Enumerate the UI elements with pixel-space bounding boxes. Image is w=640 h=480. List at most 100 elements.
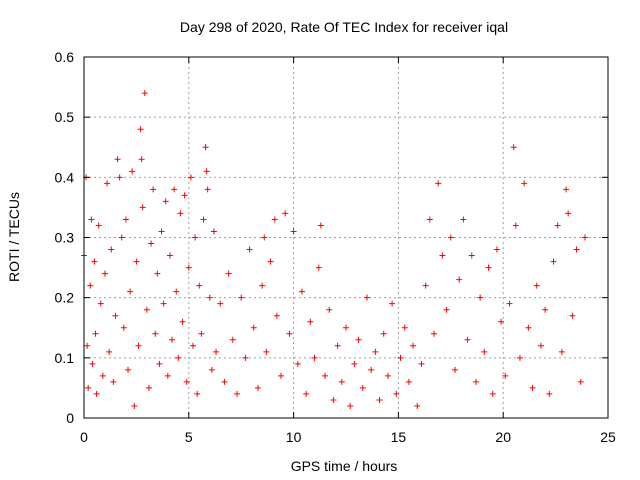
data-point — [451, 366, 458, 373]
data-point — [139, 204, 146, 211]
data-point — [120, 324, 127, 331]
x-tick-label: 25 — [600, 429, 616, 445]
data-point — [129, 168, 136, 175]
data-point — [112, 312, 119, 319]
data-point — [426, 216, 433, 223]
data-point — [189, 342, 196, 349]
data-point — [116, 174, 123, 181]
data-point — [154, 270, 161, 277]
tick-labels: 0 5 10 15 20 25 0 0.1 0.2 0.3 0.4 0.5 0.6 — [55, 49, 616, 445]
data-point — [261, 234, 268, 241]
data-point — [347, 402, 354, 409]
data-point — [498, 318, 505, 325]
data-point — [156, 360, 163, 367]
data-point — [569, 312, 576, 319]
x-tick-label: 15 — [391, 429, 407, 445]
data-point — [359, 384, 366, 391]
data-point — [181, 192, 188, 199]
data-point — [533, 282, 540, 289]
data-point — [206, 294, 213, 301]
data-point — [152, 330, 159, 337]
data-point — [93, 390, 100, 397]
x-tick-label: 20 — [495, 429, 511, 445]
data-point — [196, 282, 203, 289]
data-point — [322, 372, 329, 379]
data-point — [198, 330, 205, 337]
data-point — [581, 234, 588, 241]
x-tick-label: 0 — [80, 429, 88, 445]
data-point — [169, 336, 176, 343]
data-point — [384, 372, 391, 379]
data-point — [410, 342, 417, 349]
data-point — [338, 378, 345, 385]
x-tick-label: 5 — [185, 429, 193, 445]
data-point — [278, 372, 285, 379]
data-point — [185, 264, 192, 271]
data-point — [145, 384, 152, 391]
data-point — [202, 144, 209, 151]
axis-ticks — [83, 56, 609, 419]
data-point — [187, 174, 194, 181]
data-point — [127, 288, 134, 295]
data-point — [317, 222, 324, 229]
data-point — [95, 222, 102, 229]
data-point — [464, 336, 471, 343]
data-point — [234, 390, 241, 397]
data-point — [179, 318, 186, 325]
data-point — [162, 198, 169, 205]
data-point — [418, 360, 425, 367]
y-tick-label: 0.4 — [55, 169, 75, 185]
data-point — [148, 240, 155, 247]
data-point — [238, 294, 245, 301]
data-point — [91, 258, 98, 265]
data-point — [376, 396, 383, 403]
data-point — [334, 342, 341, 349]
data-point — [106, 348, 113, 355]
data-point — [422, 282, 429, 289]
data-point — [368, 366, 375, 373]
data-point — [173, 288, 180, 295]
data-point — [92, 330, 99, 337]
data-point — [311, 354, 318, 361]
data-point — [84, 342, 91, 349]
data-point — [525, 324, 532, 331]
data-point — [529, 384, 536, 391]
data-point — [175, 354, 182, 361]
data-point — [259, 282, 266, 289]
data-point — [294, 360, 301, 367]
data-point — [472, 378, 479, 385]
data-point — [203, 168, 210, 175]
data-point — [133, 258, 140, 265]
data-point — [431, 330, 438, 337]
data-point — [118, 234, 125, 241]
data-point — [550, 258, 557, 265]
data-point — [164, 372, 171, 379]
data-point — [558, 348, 565, 355]
data-point — [208, 366, 215, 373]
data-point — [221, 378, 228, 385]
data-point — [439, 252, 446, 259]
y-tick-label: 0.1 — [55, 350, 75, 366]
data-point — [99, 372, 106, 379]
data-point — [137, 126, 144, 133]
data-point — [485, 264, 492, 271]
data-point — [192, 234, 199, 241]
data-point — [101, 270, 108, 277]
data-point — [271, 216, 278, 223]
data-point — [225, 270, 232, 277]
data-point — [577, 378, 584, 385]
data-point — [351, 360, 358, 367]
data-point — [88, 216, 95, 223]
data-point — [242, 354, 249, 361]
data-point — [229, 336, 236, 343]
data-point — [542, 306, 549, 313]
y-tick-label: 0.3 — [55, 230, 75, 246]
data-point — [477, 294, 484, 301]
data-point — [397, 354, 404, 361]
data-point — [204, 186, 211, 193]
data-point — [389, 300, 396, 307]
data-point — [510, 144, 517, 151]
y-tick-label: 0.2 — [55, 290, 75, 306]
